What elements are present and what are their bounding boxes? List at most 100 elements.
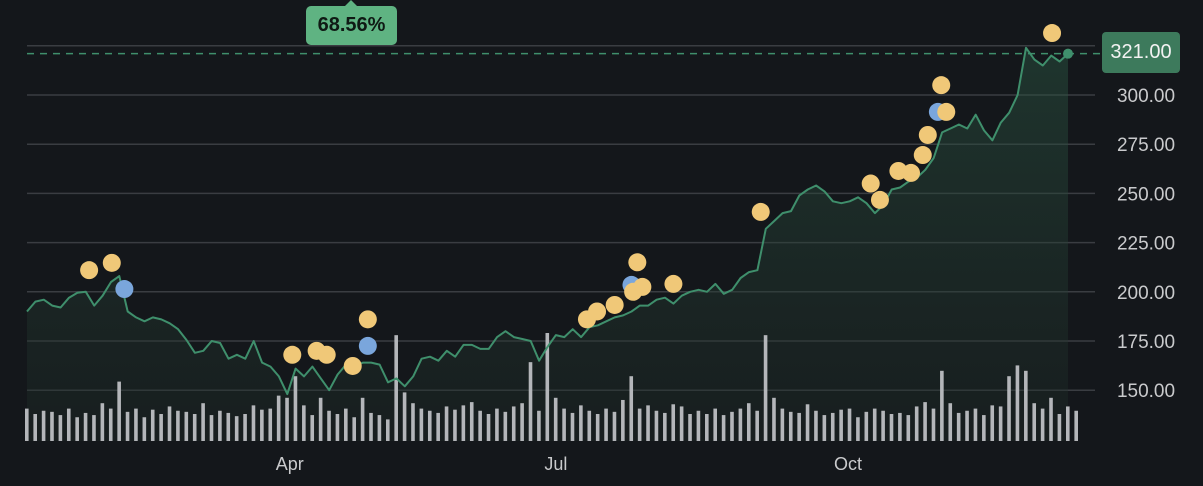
volume-bar (411, 403, 415, 441)
volume-bar (268, 408, 273, 441)
volume-bar (360, 397, 365, 441)
event-marker-yellow[interactable] (861, 174, 880, 193)
volume-bar (889, 414, 894, 441)
volume-bar (856, 417, 860, 441)
volume-bar (671, 404, 676, 441)
volume-bar (998, 406, 1003, 441)
event-marker-blue[interactable] (115, 280, 134, 299)
volume-bar (646, 405, 650, 441)
volume-bar (427, 410, 432, 441)
volume-bar (537, 410, 541, 441)
volume-bar (310, 415, 315, 441)
volume-bar (302, 405, 306, 441)
event-marker-yellow[interactable] (588, 302, 607, 321)
event-marker-yellow[interactable] (317, 345, 336, 364)
volume-bar (1040, 408, 1045, 441)
volume-bar (251, 405, 256, 441)
event-marker-yellow[interactable] (343, 356, 362, 375)
volume-bar (629, 376, 634, 441)
volume-bar (50, 411, 54, 441)
volume-bar (1024, 370, 1028, 441)
y-tick-label: 275.00 (1117, 135, 1175, 156)
event-markers[interactable] (80, 24, 1062, 375)
volume-bar (1074, 410, 1078, 441)
volume-bar (75, 417, 79, 441)
event-marker-blue[interactable] (358, 336, 377, 355)
event-marker-yellow[interactable] (633, 277, 652, 296)
y-tick-label: 150.00 (1117, 381, 1175, 402)
event-marker-yellow[interactable] (937, 102, 956, 121)
volume-bar (234, 416, 239, 441)
volume-bar (797, 412, 801, 441)
gridlines (27, 45, 1095, 391)
volume-bar (1032, 403, 1037, 441)
volume-bar (570, 412, 575, 441)
volume-bar (1049, 397, 1053, 441)
volume-bar (973, 408, 978, 441)
volume-bar (394, 335, 398, 441)
y-axis-labels: 150.00 175.00 200.00 225.00 250.00 275.00 300.… (1117, 86, 1175, 402)
x-tick-label-jul: Jul (544, 454, 567, 474)
volume-bar (1057, 414, 1062, 441)
event-marker-yellow[interactable] (664, 274, 683, 293)
volume-bar (520, 403, 524, 441)
volume-bar (545, 333, 550, 441)
event-marker-yellow[interactable] (628, 253, 647, 272)
event-marker-yellow[interactable] (932, 76, 951, 95)
volume-bar (58, 415, 63, 441)
volume-bar (41, 410, 46, 441)
volume-bar (486, 414, 491, 441)
volume-bar (100, 403, 105, 441)
volume-bar (478, 410, 482, 441)
volume-bar (134, 408, 138, 441)
volume-bar (352, 417, 357, 441)
event-marker-yellow[interactable] (751, 202, 770, 221)
volume-bar (713, 408, 718, 441)
volume-bar (150, 409, 155, 441)
event-marker-yellow[interactable] (902, 163, 921, 182)
event-marker-yellow[interactable] (605, 295, 624, 314)
volume-bar (528, 362, 533, 441)
volume-bar (956, 412, 961, 441)
event-marker-yellow[interactable] (1043, 24, 1062, 43)
volume-bar (587, 410, 592, 441)
y-tick-label: 300.00 (1117, 86, 1175, 107)
volume-bar (176, 410, 180, 441)
volume-bar (923, 402, 927, 441)
event-marker-yellow[interactable] (918, 125, 937, 144)
price-area (27, 47, 1068, 442)
volume-bar (663, 412, 667, 441)
event-marker-yellow[interactable] (80, 261, 99, 280)
volume-bar (92, 415, 96, 441)
volume-bar (159, 414, 163, 441)
event-marker-yellow[interactable] (102, 253, 121, 272)
volume-bar (377, 415, 382, 441)
event-marker-yellow[interactable] (913, 146, 932, 165)
volume-bar (419, 408, 424, 441)
volume-bar (495, 408, 499, 441)
change-percent-badge: 68.56% (306, 0, 397, 45)
y-tick-label: 225.00 (1117, 234, 1175, 255)
event-marker-yellow[interactable] (870, 190, 889, 209)
event-marker-yellow[interactable] (283, 345, 302, 364)
event-marker-yellow[interactable] (358, 310, 377, 329)
volume-bar (469, 402, 474, 441)
volume-bar (293, 376, 298, 441)
volume-bar (679, 406, 684, 441)
volume-bar (184, 411, 189, 441)
volume-bar (209, 415, 214, 441)
volume-bar (33, 414, 37, 441)
volume-bar (335, 414, 340, 441)
volume-bar (553, 397, 558, 441)
volume-bar (721, 415, 726, 441)
volume-bar (243, 414, 247, 441)
volume-bar (805, 404, 810, 441)
volume-bar (705, 414, 709, 441)
volume-bar (830, 412, 835, 441)
x-tick-label-oct: Oct (834, 454, 862, 474)
volume-bar (503, 411, 508, 441)
volume-bar (444, 406, 449, 441)
volume-bar (167, 406, 172, 441)
last-price-dot (1063, 48, 1073, 59)
